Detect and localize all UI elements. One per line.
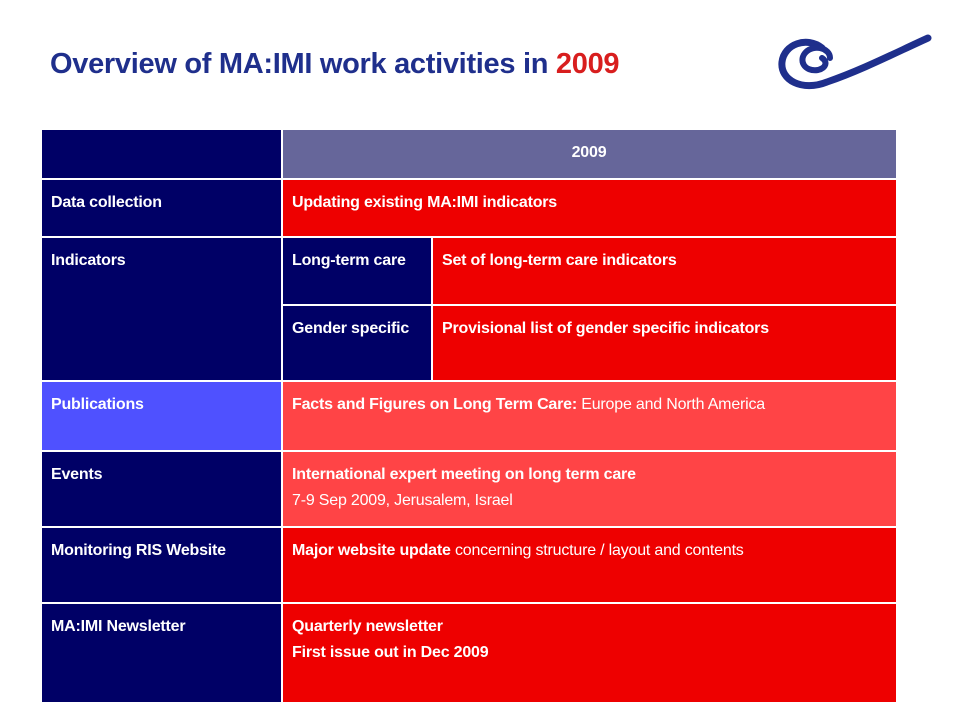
header-year-cell: 2009	[280, 128, 899, 180]
newsletter-line-2: First issue out in Dec 2009	[292, 644, 489, 661]
table-row-indicators-gender: Gender specific Provisional list of gend…	[41, 304, 899, 382]
table-row-data-collection: Data collection Updating existing MA:IMI…	[40, 178, 899, 238]
sub-label-gender-specific: Gender specific	[281, 304, 433, 382]
row-label-publications: Publications	[40, 380, 283, 452]
row-label-newsletter: MA:IMI Newsletter	[40, 602, 283, 704]
row-content-newsletter: Quarterly newsletter First issue out in D…	[280, 602, 899, 704]
row-content-events: International expert meeting on long ter…	[280, 450, 899, 528]
activities-table: 2009 Data collection Updating existing M…	[40, 128, 899, 704]
row-content-monitoring: Major website update concerning structur…	[280, 526, 899, 604]
table-row-events: Events International expert meeting on l…	[40, 450, 899, 528]
row-label-data-collection: Data collection	[40, 178, 283, 238]
publications-region: Europe and North America	[577, 396, 765, 413]
table-row-newsletter: MA:IMI Newsletter Quarterly newsletter Fi…	[40, 602, 899, 704]
monitoring-title: Major website update	[292, 542, 451, 559]
council-of-europe-spiral-logo-icon	[778, 34, 932, 90]
slide-title-main: Overview of MA:IMI work activities in	[50, 48, 556, 80]
row-content-publications: Facts and Figures on Long Term Care: Eur…	[280, 380, 899, 452]
header-empty-cell	[40, 128, 283, 180]
publications-title: Facts and Figures on Long Term Care:	[292, 396, 577, 413]
monitoring-details: concerning structure / layout and conten…	[450, 542, 744, 559]
events-title: International expert meeting on long ter…	[292, 466, 636, 483]
newsletter-line-1: Quarterly newsletter	[292, 618, 443, 635]
row-content-gender-specific: Provisional list of gender specific indi…	[430, 304, 899, 382]
sub-label-long-term-care: Long-term care	[281, 236, 433, 306]
row-content-data-collection: Updating existing MA:IMI indicators	[280, 178, 899, 238]
table-row-indicators-long-term: Indicators Long-term care Set of long-te…	[40, 236, 899, 382]
table-header-row: 2009	[40, 128, 899, 180]
slide-title: Overview of MA:IMI work activities in 20…	[50, 48, 620, 81]
row-label-monitoring: Monitoring RIS Website	[40, 526, 283, 604]
row-label-indicators: Indicators	[40, 236, 283, 382]
table-row-publications: Publications Facts and Figures on Long T…	[40, 380, 899, 452]
table-row-monitoring: Monitoring RIS Website Major website upd…	[40, 526, 899, 604]
slide-title-year: 2009	[555, 48, 620, 80]
row-content-long-term-care: Set of long-term care indicators	[430, 236, 899, 306]
events-details: 7-9 Sep 2009, Jerusalem, Israel	[292, 492, 513, 509]
row-label-events: Events	[40, 450, 283, 528]
